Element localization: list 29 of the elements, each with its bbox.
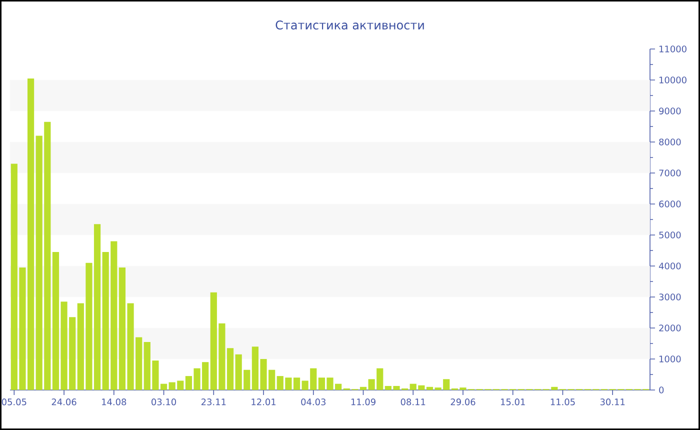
- y-tick-label: 3000: [659, 294, 681, 300]
- y-tick-label: 1000: [660, 356, 681, 362]
- x-tick-label: 15.01: [501, 398, 525, 406]
- bar: [360, 386, 367, 390]
- x-tick-label: 23.11: [201, 398, 226, 406]
- bar: [426, 386, 434, 390]
- x-tick-label: 14.08: [102, 398, 126, 406]
- y-tick-label: 5000: [659, 232, 681, 238]
- y-tick-label: 11000: [660, 46, 686, 52]
- y-tick-label: 4000: [658, 262, 681, 270]
- x-tick-label: 04.03: [301, 398, 326, 406]
- x-tick-label: 11.05: [550, 398, 575, 406]
- x-tick-label: 24.06: [52, 398, 76, 406]
- x-tick-label: 12.01: [252, 398, 276, 406]
- bar: [293, 378, 300, 390]
- y-tick-label: 10000: [660, 76, 686, 84]
- chart-title: Статистика активности: [276, 20, 424, 30]
- x-tick-label: 03.10: [152, 398, 176, 406]
- y-tick-label: 9000: [659, 108, 681, 114]
- y-tick-label: 7000: [659, 170, 681, 176]
- x-tick-label: 05.05: [2, 398, 26, 406]
- x-tick-label: 11.09: [351, 398, 376, 406]
- y-tick-label: 0: [659, 386, 664, 394]
- x-tick-label: 08.11: [400, 398, 426, 406]
- y-tick-label: 6000: [659, 200, 681, 208]
- y-tick-label: 2000: [659, 324, 681, 332]
- x-tick-label: 30.11: [600, 398, 625, 406]
- x-tick-label: 29.06: [450, 398, 476, 406]
- y-tick-label: 8000: [659, 138, 681, 146]
